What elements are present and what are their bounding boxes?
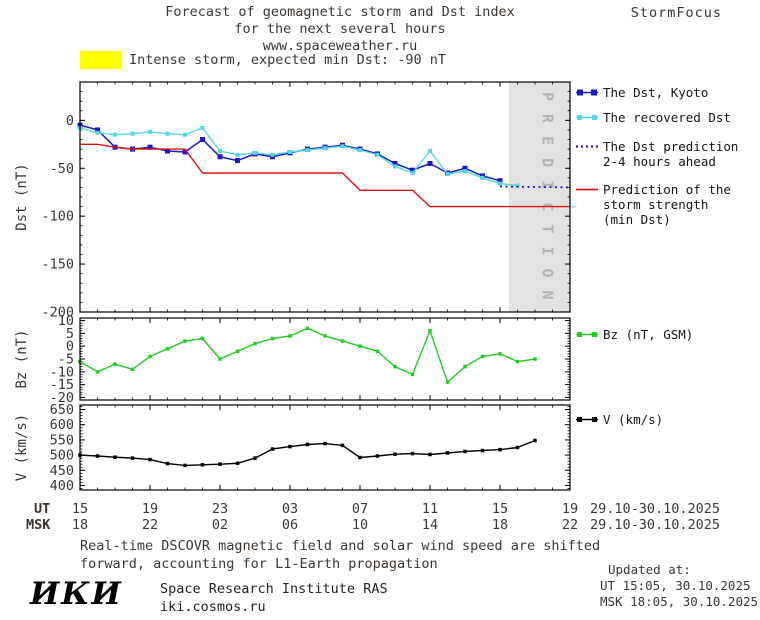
- legend-dst-kyoto-label: The Dst, Kyoto: [603, 85, 709, 100]
- footnote-line2: forward, accounting for L1-Earth propaga…: [80, 556, 438, 572]
- svg-text:-100: -100: [41, 209, 74, 225]
- storm-prediction-swatch-icon: [576, 188, 598, 191]
- svg-text:-20: -20: [50, 390, 74, 406]
- updated-msk: MSK 18:05, 30.10.2025: [600, 594, 759, 609]
- svg-text:-5: -5: [58, 352, 74, 368]
- updated-block: Updated at: UT 15:05, 30.10.2025 MSK 18:…: [600, 562, 758, 610]
- svg-text:650: 650: [50, 402, 74, 418]
- svg-text:UT: UT: [34, 501, 50, 517]
- svg-text:-200: -200: [41, 305, 74, 321]
- legend-storm-label1: Prediction of the: [603, 182, 731, 197]
- legend-bz-label: Bz (nT, GSM): [603, 327, 694, 342]
- svg-text:Bz (nT): Bz (nT): [14, 329, 30, 388]
- page-title-line2: for the next several hours: [234, 21, 446, 37]
- legend-storm-prediction: Prediction of the storm strength (min Ds…: [576, 182, 731, 227]
- svg-text:23: 23: [212, 501, 228, 517]
- institute-site: iki.cosmos.ru: [160, 599, 266, 615]
- svg-text:400: 400: [50, 478, 74, 494]
- svg-text:550: 550: [50, 432, 74, 448]
- svg-text:600: 600: [50, 417, 74, 433]
- bz-swatch-icon: [576, 332, 598, 337]
- svg-text:29.10-30.10.2025: 29.10-30.10.2025: [590, 517, 720, 533]
- footnote-line1: Real-time DSCOVR magnetic field and sola…: [80, 538, 601, 554]
- legend-bz: Bz (nT, GSM): [576, 327, 693, 342]
- alert-text: Intense storm, expected min Dst: -90 nT: [129, 52, 446, 68]
- page-title-line1: Forecast of geomagnetic storm and Dst in…: [165, 4, 515, 20]
- svg-text:Dst (nT): Dst (nT): [14, 163, 30, 230]
- footnote: Real-time DSCOVR magnetic field and sola…: [80, 537, 600, 573]
- iki-logo: ИКИ: [30, 576, 123, 612]
- legend-recovered-dst-label: The recovered Dst: [603, 110, 731, 125]
- svg-text:0: 0: [66, 339, 74, 355]
- legend-storm-label3: (min Dst): [603, 212, 671, 227]
- storm-alert: Intense storm, expected min Dst: -90 nT: [80, 51, 446, 69]
- dst-kyoto-swatch-icon: [576, 89, 598, 96]
- svg-text:11: 11: [422, 501, 438, 517]
- svg-text:18: 18: [492, 517, 508, 533]
- svg-text:22: 22: [142, 517, 158, 533]
- institute-name: Space Research Institute RAS: [160, 581, 388, 597]
- svg-text:19: 19: [562, 501, 578, 517]
- legend-dst-kyoto: The Dst, Kyoto: [576, 85, 708, 100]
- title-block: Forecast of geomagnetic storm and Dst in…: [0, 4, 680, 55]
- svg-text:10: 10: [352, 517, 368, 533]
- svg-text:07: 07: [352, 501, 368, 517]
- svg-text:18: 18: [72, 517, 88, 533]
- page-title-url: www.spaceweather.ru: [262, 38, 418, 54]
- svg-text:MSK: MSK: [26, 517, 51, 533]
- svg-text:0: 0: [66, 113, 74, 129]
- recovered-dst-swatch-icon: [576, 115, 598, 120]
- svg-text:10: 10: [58, 313, 74, 329]
- legend-storm-label2: storm strength: [603, 197, 709, 212]
- svg-text:-10: -10: [50, 364, 74, 380]
- alert-highlight-swatch: [80, 51, 122, 69]
- svg-text:15: 15: [72, 501, 88, 517]
- svg-text:14: 14: [422, 517, 438, 533]
- svg-text:19: 19: [142, 501, 158, 517]
- legend-v-label: V (km/s): [603, 412, 664, 427]
- svg-text:-50: -50: [50, 161, 74, 177]
- v-swatch-icon: [576, 417, 598, 422]
- brand-stormfocus: StormFocus: [630, 5, 722, 21]
- svg-text:-150: -150: [41, 257, 74, 273]
- institute-block: Space Research Institute RAS iki.cosmos.…: [160, 580, 388, 616]
- svg-text:02: 02: [212, 517, 228, 533]
- legend-dst-prediction-label2: 2-4 hours ahead: [603, 154, 716, 169]
- svg-text:P R E D I C T I O N: P R E D I C T I O N: [538, 92, 556, 302]
- legend-dst-prediction: The Dst prediction 2-4 hours ahead: [576, 139, 738, 169]
- svg-text:22: 22: [562, 517, 578, 533]
- svg-text:-15: -15: [50, 377, 74, 393]
- svg-text:450: 450: [50, 463, 74, 479]
- legend-recovered-dst: The recovered Dst: [576, 110, 731, 125]
- svg-text:V (km/s): V (km/s): [14, 414, 30, 481]
- svg-text:03: 03: [282, 501, 298, 517]
- updated-ut: UT 15:05, 30.10.2025: [600, 578, 751, 593]
- legend-dst-prediction-label1: The Dst prediction: [603, 139, 739, 154]
- svg-text:29.10-30.10.2025: 29.10-30.10.2025: [590, 501, 720, 517]
- svg-text:5: 5: [66, 326, 74, 342]
- svg-text:15: 15: [492, 501, 508, 517]
- dst-prediction-swatch-icon: [576, 145, 598, 148]
- svg-text:500: 500: [50, 448, 74, 464]
- svg-text:06: 06: [282, 517, 298, 533]
- legend-v: V (km/s): [576, 412, 663, 427]
- updated-label: Updated at:: [608, 562, 691, 577]
